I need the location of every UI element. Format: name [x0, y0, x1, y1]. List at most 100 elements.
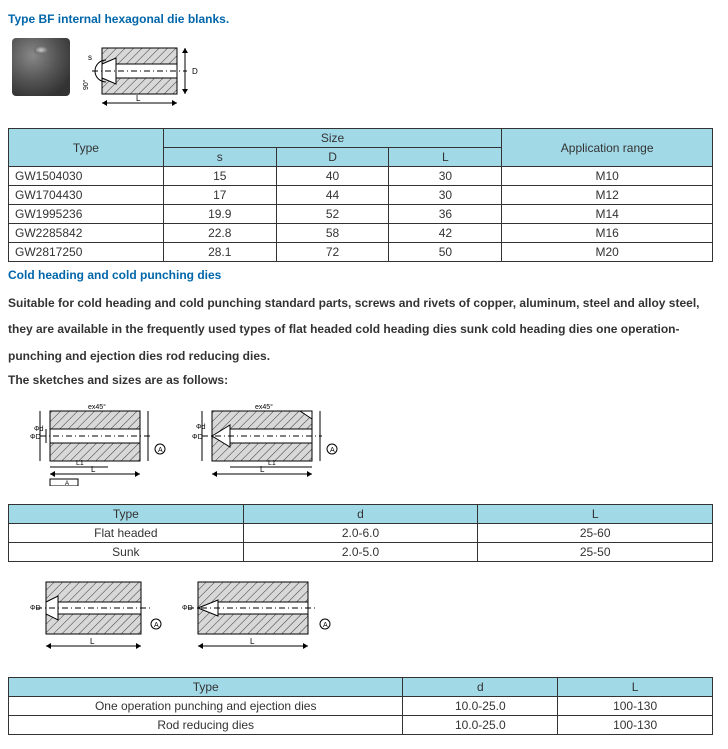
table-bf-sizes: Type Size Application range s D L GW1504…: [8, 128, 713, 262]
figure-row-3: L ΦD A L ΦD A: [24, 568, 720, 671]
table-punching-rod: Type d L One operation punching and ejec…: [8, 677, 713, 735]
drawing-flat-headed: ex45° ΦD Φd L L1 A A: [26, 399, 180, 488]
table-cell: 19.9: [163, 205, 276, 224]
t2-th-L: L: [478, 505, 713, 524]
t2-th-d: d: [243, 505, 478, 524]
die-cross-section: D s 90° L: [80, 38, 214, 112]
table-cell: M12: [502, 186, 713, 205]
table-cell: GW1704430: [9, 186, 164, 205]
table-cell: One operation punching and ejection dies: [9, 697, 403, 716]
table-cell: M10: [502, 167, 713, 186]
svg-text:90°: 90°: [82, 79, 90, 90]
table-cell: M20: [502, 243, 713, 262]
svg-text:A: A: [154, 622, 159, 629]
t3-th-type: Type: [9, 678, 403, 697]
table-cell: 100-130: [558, 697, 713, 716]
svg-text:ΦD: ΦD: [30, 434, 41, 441]
table-cell: Sunk: [9, 543, 244, 562]
drawing-punching-ejection: L ΦD A: [26, 572, 170, 661]
svg-text:L: L: [260, 465, 265, 474]
table2-body: Flat headed2.0-6.025-60Sunk2.0-5.025-50: [9, 524, 713, 562]
th-s: s: [163, 148, 276, 167]
title-bf: Type BF internal hexagonal die blanks.: [8, 12, 720, 26]
table-cell: Rod reducing dies: [9, 716, 403, 735]
table-row: GW228584222.85842M16: [9, 224, 713, 243]
table-cell: Flat headed: [9, 524, 244, 543]
table-cell: 40: [276, 167, 389, 186]
th-app: Application range: [502, 129, 713, 167]
svg-text:Φd: Φd: [34, 426, 44, 433]
table-row: Flat headed2.0-6.025-60: [9, 524, 713, 543]
th-D: D: [276, 148, 389, 167]
svg-text:ex45°: ex45°: [255, 403, 273, 411]
svg-text:ex45°: ex45°: [88, 403, 106, 411]
table-cell: 58: [276, 224, 389, 243]
table-cell: M16: [502, 224, 713, 243]
table-cell: 44: [276, 186, 389, 205]
table-cell: GW1504030: [9, 167, 164, 186]
svg-text:L1: L1: [76, 460, 84, 467]
table-cell: 25-60: [478, 524, 713, 543]
svg-text:L1: L1: [268, 460, 276, 467]
svg-text:A: A: [65, 481, 69, 486]
table-cell: M14: [502, 205, 713, 224]
th-size: Size: [163, 129, 501, 148]
table-cell: 30: [389, 186, 502, 205]
figure-row-2: ex45° ΦD Φd L L1 A A: [24, 395, 720, 498]
svg-text:L: L: [250, 637, 255, 646]
description-paragraph: Suitable for cold heading and cold punch…: [8, 290, 720, 369]
table-cell: 42: [389, 224, 502, 243]
table-cell: 2.0-5.0: [243, 543, 478, 562]
table-row: Sunk2.0-5.025-50: [9, 543, 713, 562]
table-row: GW1504030154030M10: [9, 167, 713, 186]
title-sketches: The sketches and sizes are as follows:: [8, 373, 720, 387]
svg-text:L: L: [136, 94, 141, 103]
svg-text:s: s: [88, 53, 92, 62]
th-L: L: [389, 148, 502, 167]
table-cell: 25-50: [478, 543, 713, 562]
svg-text:L: L: [91, 465, 96, 474]
table-cell: 52: [276, 205, 389, 224]
th-type: Type: [9, 129, 164, 167]
table-row: GW1704430174430M12: [9, 186, 713, 205]
table-row: GW199523619.95236M14: [9, 205, 713, 224]
svg-text:A: A: [323, 622, 328, 629]
table-cell: 10.0-25.0: [403, 716, 558, 735]
table-row: One operation punching and ejection dies…: [9, 697, 713, 716]
table-cell: 36: [389, 205, 502, 224]
table-cell: 72: [276, 243, 389, 262]
svg-text:L: L: [90, 637, 95, 646]
table1-body: GW1504030154030M10GW1704430174430M12GW19…: [9, 167, 713, 262]
table-cell: GW2817250: [9, 243, 164, 262]
t3-th-L: L: [558, 678, 713, 697]
table-cell: 15: [163, 167, 276, 186]
table-cell: 30: [389, 167, 502, 186]
svg-text:A: A: [158, 447, 163, 454]
table-cell: GW2285842: [9, 224, 164, 243]
svg-text:ΦD: ΦD: [182, 605, 193, 612]
drawing-sunk: ex45° ΦD Φd L L1 A: [188, 399, 352, 488]
svg-text:D: D: [192, 67, 198, 76]
die-photo: [12, 38, 70, 96]
svg-text:Φd: Φd: [196, 424, 206, 431]
table-cell: GW1995236: [9, 205, 164, 224]
table-row: GW281725028.17250M20: [9, 243, 713, 262]
table-cell: 10.0-25.0: [403, 697, 558, 716]
table-cell: 2.0-6.0: [243, 524, 478, 543]
svg-text:A: A: [330, 447, 335, 454]
table-cell: 50: [389, 243, 502, 262]
table-cell: 17: [163, 186, 276, 205]
table3-body: One operation punching and ejection dies…: [9, 697, 713, 735]
figure-row-1: D s 90° L: [8, 34, 720, 122]
table-cell: 100-130: [558, 716, 713, 735]
svg-text:ΦD: ΦD: [30, 605, 41, 612]
table-cell: 28.1: [163, 243, 276, 262]
title-cold-heading: Cold heading and cold punching dies: [8, 268, 720, 282]
table-flat-sunk: Type d L Flat headed2.0-6.025-60Sunk2.0-…: [8, 504, 713, 562]
t2-th-type: Type: [9, 505, 244, 524]
drawing-rod-reducing: L ΦD A: [178, 572, 342, 661]
table-cell: 22.8: [163, 224, 276, 243]
t3-th-d: d: [403, 678, 558, 697]
table-row: Rod reducing dies10.0-25.0100-130: [9, 716, 713, 735]
svg-text:ΦD: ΦD: [192, 434, 203, 441]
